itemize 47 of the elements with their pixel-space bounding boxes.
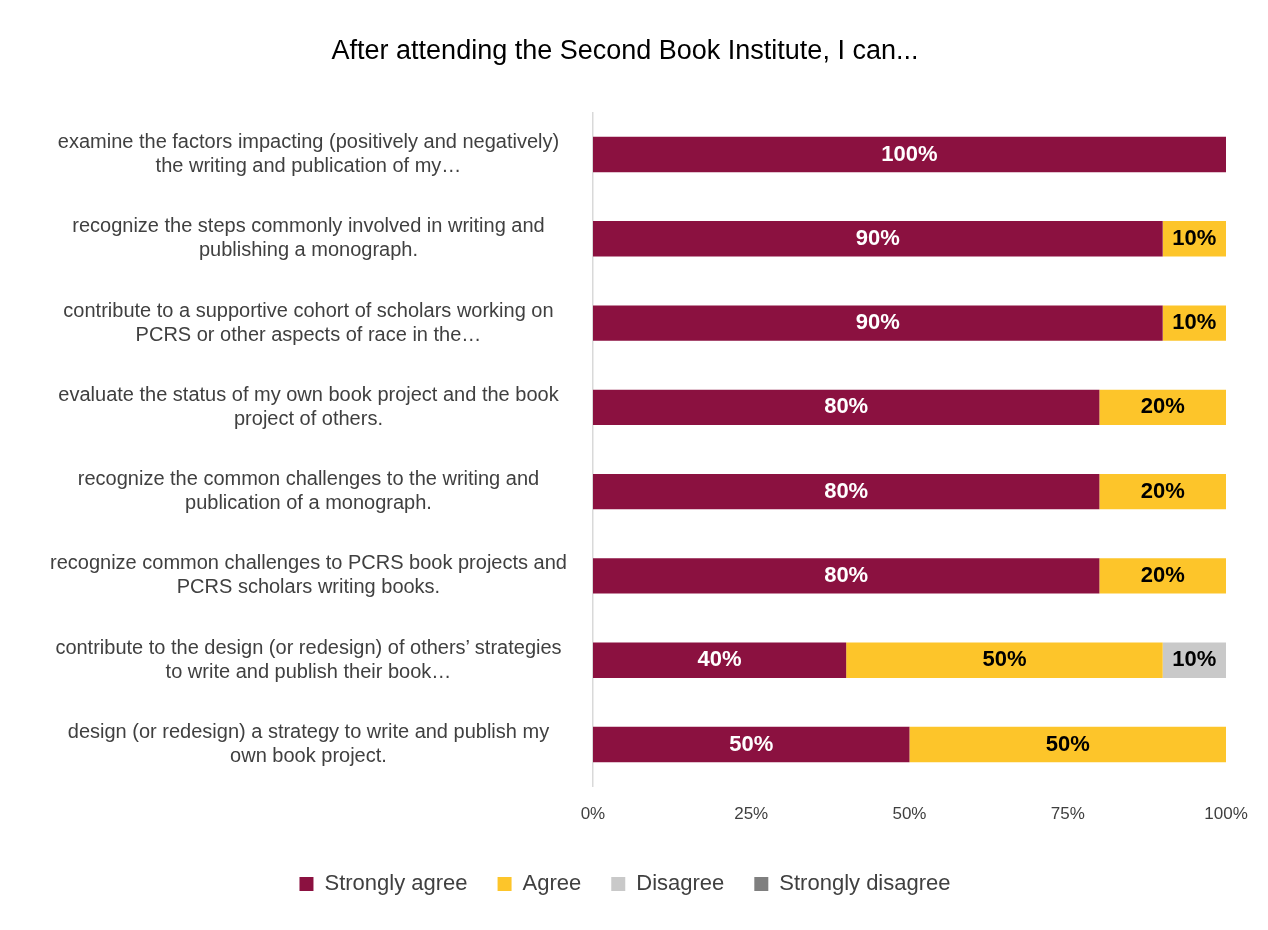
y-tick-label: recognize the steps commonly involved in writing and publishing a monograph. [72,214,545,261]
bar [1099,558,1226,594]
bar [909,726,1226,763]
data-label: 90% [855,309,900,335]
chart-title: After attending the Second Book Institute, I can... [331,34,919,65]
bar [592,558,1100,594]
data-label: 50% [982,646,1027,672]
data-label: 40% [697,646,742,672]
legend-label: Strongly agree [324,870,468,896]
data-label: 10% [1172,309,1217,335]
data-label: 100% [881,140,938,166]
y-tick-label: contribute to the design (or redesign) of others’ strategies to write and publish their book… [55,635,562,682]
bar [592,473,1100,510]
data-label: 50% [1045,730,1090,756]
data-label: 10% [1172,224,1217,250]
bar [592,221,1163,257]
y-tick-label: examine the factors impacting (positively and negatively) the writing and publication of my… [57,130,560,177]
bar [592,726,910,763]
y-tick-label: recognize common challenges to PCRS book projects and PCRS scholars writing books. [50,551,567,598]
data-label: 10% [1172,646,1217,672]
bar [592,136,1226,173]
y-tick-label: evaluate the status of my own book project and the book project of others. [58,382,560,429]
data-label: 20% [1140,561,1185,587]
bar [846,642,1163,678]
x-tick-label: 0% [580,804,606,824]
bar [592,642,847,678]
data-label: 80% [824,561,869,587]
bar [592,389,1100,426]
y-tick-label: recognize the common challenges to the writing and publication of a monograph. [77,467,540,514]
data-label: 20% [1140,477,1185,503]
legend-label: Strongly disagree [779,870,951,896]
legend-label: Agree [522,870,582,896]
bar [1099,473,1226,510]
x-tick-label: 25% [734,804,769,824]
bar [592,305,1163,341]
data-label: 80% [824,477,869,503]
bar [1099,389,1226,426]
legend-label: Disagree [636,870,725,896]
y-tick-label: contribute to a supportive cohort of scholars working on PCRS or other aspects of race in the… [63,298,554,345]
x-tick-label: 50% [892,804,927,824]
x-tick-label: 100% [1204,804,1248,824]
data-label: 50% [729,730,774,756]
data-label: 80% [824,393,869,419]
x-tick-label: 75% [1050,804,1085,824]
data-label: 90% [855,224,900,250]
y-tick-label: design (or redesign) a strategy to write and publish my own book project. [67,719,550,766]
data-label: 20% [1140,393,1185,419]
